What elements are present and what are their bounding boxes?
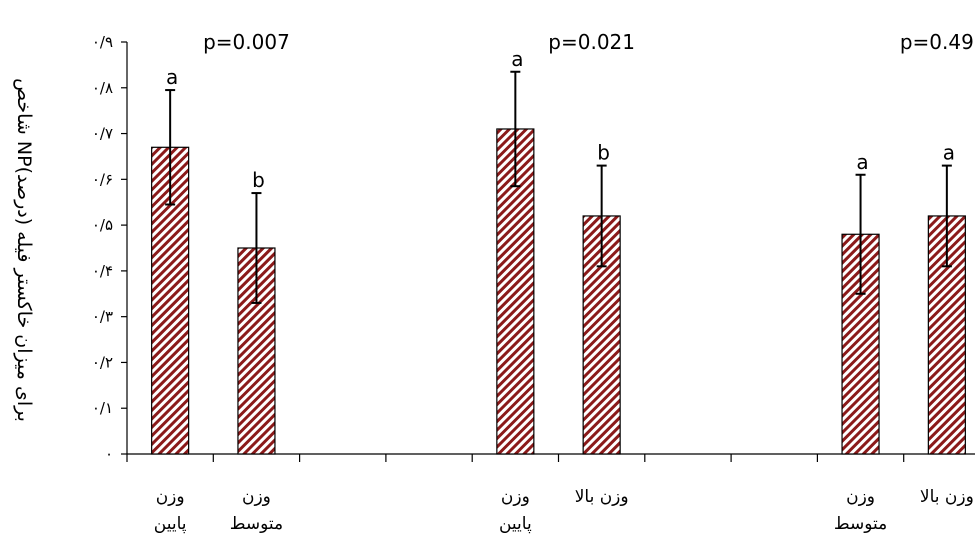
y-tick-label: ۰/۸ [92, 79, 113, 97]
p-value-label: p=0.007 [203, 30, 290, 54]
significance-label: b [252, 168, 265, 192]
y-tick-label: ۰/۲ [92, 353, 113, 371]
y-tick-label: ۰/۶ [92, 170, 113, 188]
y-tick-label: ۰/۱ [92, 399, 113, 417]
significance-label: a [511, 47, 523, 71]
significance-label: a [856, 150, 868, 174]
y-tick-label: ۰ [105, 445, 113, 463]
x-category-label: متوسط [230, 514, 283, 534]
labels: a وزن پایین b وزن متوسط a وزن پایین b وزن بالا a وزن… [154, 30, 974, 534]
x-category-label: وزن [242, 487, 271, 507]
y-tick-label: ۰/۹ [92, 33, 113, 51]
significance-label: a [943, 141, 955, 165]
x-category-label: وزن [501, 487, 530, 507]
y-tick-label: ۰/۷ [92, 125, 113, 143]
axes: ۰ ۰/۱ ۰/۲ ۰/۳ ۰/۴ ۰/۵ ۰/۶ ۰/۷ ۰/۸ ۰/۹ [92, 33, 975, 463]
y-tick-label: ۰/۳ [92, 308, 113, 326]
x-category-label: وزن [846, 487, 875, 507]
y-axis-label: شاخص NPبرای میزان خاکستر فیله (درصد) [13, 78, 35, 422]
p-value-label: p=0.021 [548, 30, 635, 54]
significance-label: b [597, 141, 610, 165]
bar [151, 146, 190, 455]
y-tick-label: ۰/۵ [92, 216, 113, 234]
bar [496, 128, 535, 455]
x-category-label: پایین [499, 514, 532, 534]
significance-label: a [166, 65, 178, 89]
x-category-label: وزن [156, 487, 185, 507]
x-category-label: وزن بالا [920, 487, 974, 507]
x-category-label: پایین [154, 514, 187, 534]
p-value-label: p=0.49 [900, 30, 974, 54]
y-tick-label: ۰/۴ [92, 262, 113, 280]
x-category-label: متوسط [834, 514, 887, 534]
x-category-label: وزن بالا [575, 487, 629, 507]
bars [151, 70, 966, 455]
